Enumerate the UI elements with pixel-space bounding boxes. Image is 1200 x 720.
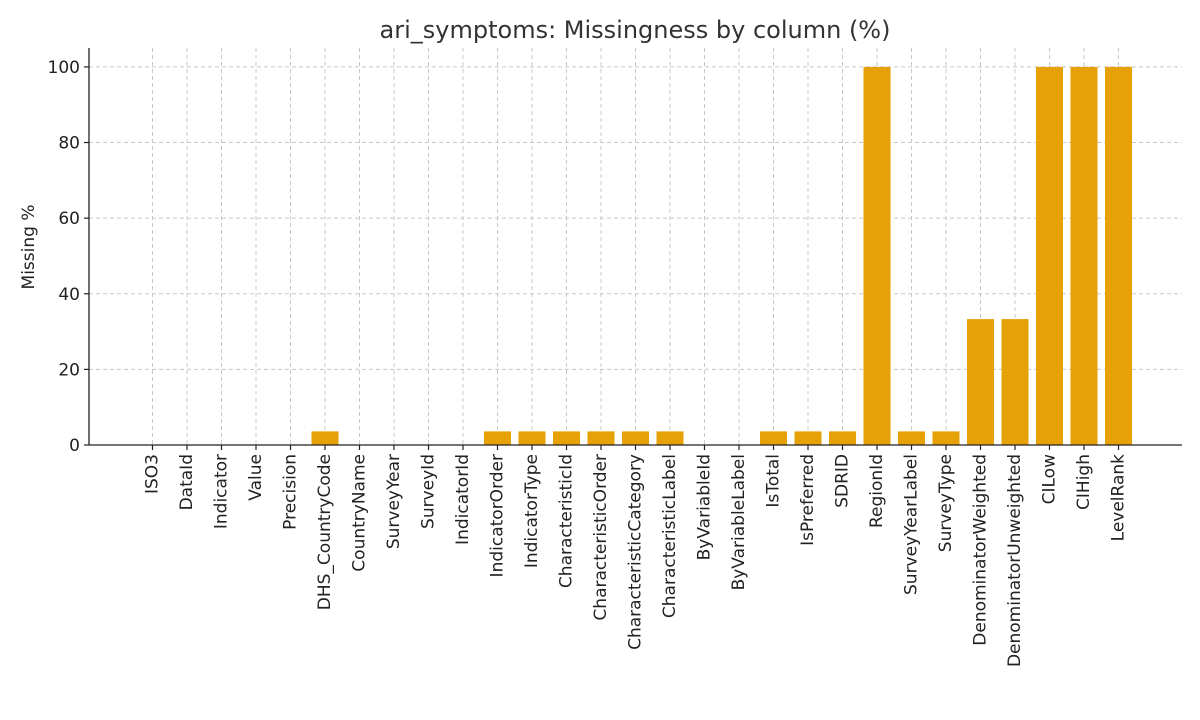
x-tick-label: ISO3 — [143, 454, 163, 494]
x-tick-label: CharacteristicCategory — [626, 454, 646, 650]
bar — [1105, 66, 1132, 446]
x-tick-label: DenominatorUnweighted — [1005, 454, 1025, 667]
x-tick-label: Indicator — [212, 454, 232, 529]
grid — [89, 48, 1182, 446]
x-tick-label: IndicatorType — [522, 454, 542, 568]
y-tick-label: 20 — [58, 360, 80, 380]
x-tick-label: SurveyId — [419, 454, 439, 529]
bar — [1036, 66, 1063, 446]
x-tick-label: CharacteristicId — [557, 454, 577, 588]
y-tick-label: 100 — [48, 58, 80, 78]
x-tick-label: Precision — [281, 454, 301, 530]
bar — [760, 431, 787, 445]
x-axis-ticks: ISO3 DataId Indicator Value Precision DHS_Cou… — [143, 445, 1129, 667]
x-tick-label: ByVariableId — [695, 454, 715, 560]
bar — [863, 66, 891, 446]
x-tick-label: SurveyYear — [384, 454, 404, 549]
x-tick-label: LevelRank — [1109, 454, 1129, 542]
x-tick-label: CharacteristicLabel — [660, 454, 680, 618]
y-tick-label: 40 — [58, 285, 80, 305]
x-tick-label: RegionId — [867, 454, 887, 528]
bar — [967, 319, 994, 445]
bar — [794, 431, 822, 445]
y-tick-label: 60 — [58, 209, 80, 229]
x-tick-label: IsTotal — [764, 454, 784, 508]
bar — [829, 431, 856, 445]
x-tick-label: DHS_CountryCode — [315, 454, 335, 610]
y-tick-label: 80 — [58, 134, 80, 154]
bar — [1001, 319, 1029, 445]
bar — [656, 431, 684, 445]
x-tick-label: Value — [246, 454, 266, 501]
x-tick-label: SurveyType — [936, 454, 956, 552]
x-tick-label: ByVariableLabel — [729, 454, 749, 590]
x-tick-label: CountryName — [350, 454, 370, 572]
chart-title: ari_symptoms: Missingness by column (%) — [380, 16, 891, 44]
x-tick-label: DataId — [177, 454, 197, 510]
bar — [587, 431, 615, 445]
x-tick-label: CharacteristicOrder — [591, 454, 611, 621]
bar — [622, 431, 649, 445]
bar — [311, 431, 339, 445]
x-tick-label: SDRID — [833, 454, 853, 508]
bar — [518, 431, 546, 445]
x-tick-label: DenominatorWeighted — [971, 454, 991, 646]
bar — [484, 431, 511, 445]
bars — [311, 66, 1132, 446]
x-tick-label: SurveyYearLabel — [902, 454, 922, 595]
x-tick-label: IsPreferred — [798, 454, 818, 546]
bar — [932, 431, 960, 445]
y-tick-label: 0 — [69, 436, 80, 456]
y-axis-label: Missing % — [19, 205, 39, 290]
x-tick-label: IndicatorId — [453, 454, 473, 545]
bar — [898, 431, 925, 445]
bar — [1070, 66, 1098, 446]
y-axis-ticks: 0 20 40 60 80 100 — [48, 58, 89, 456]
x-tick-label: IndicatorOrder — [488, 454, 508, 577]
bar — [553, 431, 580, 445]
x-tick-label: CIHigh — [1074, 454, 1094, 510]
x-tick-label: CILow — [1040, 454, 1060, 504]
